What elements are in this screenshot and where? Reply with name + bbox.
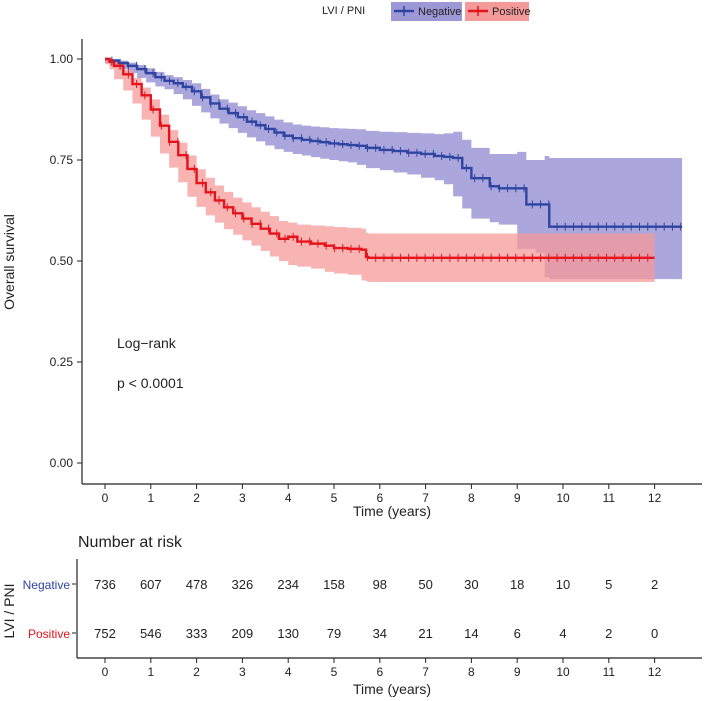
risk-count-negative: 158 [323,577,345,592]
risk-count-negative: 2 [651,577,658,592]
x-tick-label: 4 [285,491,292,505]
legend-label-positive: Positive [492,6,531,18]
risk-table-xlabel: Time (years) [353,681,431,697]
x-tick-label: 3 [239,491,246,505]
risk-count-positive: 4 [559,626,566,641]
risk-count-positive: 333 [186,626,208,641]
y-tick-label: 0.75 [50,153,74,167]
risk-count-negative: 10 [556,577,570,592]
risk-x-tick-label: 9 [514,665,521,679]
plot-area [105,56,683,283]
ci-band-negative [105,59,683,280]
confidence-bands [105,59,683,283]
risk-count-negative: 326 [232,577,254,592]
risk-x-tick-label: 8 [468,665,475,679]
legend: LVI / PNI Negative Positive [322,2,531,21]
survival-line-positive [105,57,655,259]
y-ticks: 0.00 0.25 0.50 0.75 1.00 [50,52,82,470]
risk-x-tick-label: 2 [193,665,200,679]
x-ticks: 0 1 2 3 4 5 6 7 8 9 10 11 12 [102,484,662,505]
risk-row-label-positive: Positive [28,627,70,641]
y-tick-label: 1.00 [50,52,74,66]
risk-count-positive: 130 [277,626,299,641]
y-tick-label: 0.25 [50,355,74,369]
x-tick-label: 2 [193,491,200,505]
risk-count-negative: 50 [418,577,432,592]
risk-count-negative: 478 [186,577,208,592]
censor-marks [111,56,682,262]
risk-count-positive: 2 [605,626,612,641]
risk-x-tick-label: 5 [331,665,338,679]
risk-count-positive: 209 [232,626,254,641]
risk-count-positive: 21 [418,626,432,641]
risk-count-negative: 607 [140,577,162,592]
risk-count-negative: 736 [94,577,116,592]
risk-table: Number at risk LVI / PNI Negative Positi… [1,534,702,697]
logrank-label: Log−rank [117,335,177,351]
x-tick-label: 0 [102,491,109,505]
risk-x-tick-label: 12 [648,665,662,679]
risk-x-tick-label: 0 [102,665,109,679]
risk-count-positive: 79 [327,626,341,641]
x-axis-label: Time (years) [353,503,431,519]
x-tick-label: 11 [603,491,616,505]
risk-count-positive: 0 [651,626,658,641]
x-tick-label: 10 [556,491,570,505]
x-tick-label: 8 [468,491,475,505]
risk-count-positive: 14 [464,626,478,641]
risk-table-title: Number at risk [78,534,183,551]
risk-x-tick-label: 10 [556,665,570,679]
y-axis-label: Overall survival [1,214,17,310]
risk-x-tick-label: 1 [147,665,154,679]
risk-count-positive: 6 [514,626,521,641]
risk-count-positive: 546 [140,626,162,641]
x-tick-label: 7 [422,491,429,505]
risk-count-negative: 5 [605,577,612,592]
survival-curves [105,57,683,259]
risk-x-tick-label: 6 [376,665,383,679]
risk-x-tick-label: 4 [285,665,292,679]
legend-swatch-negative-band [391,2,462,21]
risk-count-positive: 752 [94,626,116,641]
x-tick-label: 12 [648,491,662,505]
survival-line-negative [105,57,683,228]
risk-row-label-negative: Negative [23,578,71,592]
risk-count-negative: 18 [510,577,524,592]
legend-swatch-positive-band [465,2,529,21]
risk-count-positive: 34 [373,626,387,641]
y-tick-label: 0.00 [50,456,74,470]
x-tick-label: 1 [147,491,154,505]
risk-count-negative: 98 [373,577,387,592]
x-tick-label: 5 [331,491,338,505]
risk-x-tick-label: 11 [603,665,616,679]
legend-label-negative: Negative [418,6,461,18]
risk-x-tick-label: 7 [422,665,429,679]
risk-count-negative: 30 [464,577,478,592]
ci-band-positive [105,59,655,283]
legend-title: LVI / PNI [322,5,365,17]
y-tick-label: 0.50 [50,254,74,268]
p-value-label: p < 0.0001 [117,375,184,391]
risk-x-ticks: 0 1 2 3 4 5 6 7 8 9 10 11 12 [102,658,662,679]
risk-x-tick-label: 3 [239,665,246,679]
risk-count-negative: 234 [277,577,299,592]
risk-table-ylabel: LVI / PNI [1,584,17,639]
x-tick-label: 6 [376,491,383,505]
x-tick-label: 9 [514,491,521,505]
